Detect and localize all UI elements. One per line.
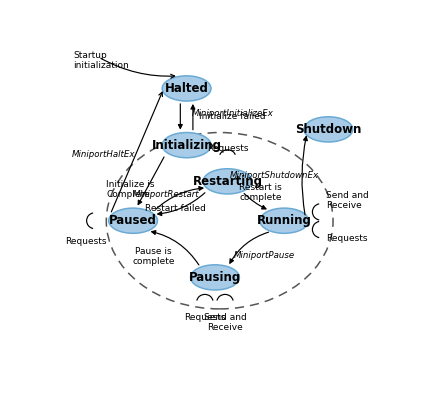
Text: Pause is
complete: Pause is complete <box>132 247 175 266</box>
Text: Paused: Paused <box>109 214 157 227</box>
Ellipse shape <box>203 169 252 194</box>
Text: MiniportInitializeEx: MiniportInitializeEx <box>191 109 273 118</box>
Text: MiniportPause: MiniportPause <box>234 251 295 260</box>
FancyArrowPatch shape <box>178 104 182 128</box>
Text: Send and
Receive: Send and Receive <box>204 313 246 333</box>
Text: Requests: Requests <box>326 234 368 243</box>
Text: Requests: Requests <box>184 313 226 322</box>
Ellipse shape <box>190 265 239 290</box>
Text: Pausing: Pausing <box>189 271 241 284</box>
Text: MiniportHaltEx: MiniportHaltEx <box>71 150 135 159</box>
Text: Running: Running <box>257 214 312 227</box>
Ellipse shape <box>162 133 211 158</box>
FancyArrowPatch shape <box>230 232 269 263</box>
Text: Requests: Requests <box>66 237 107 246</box>
Text: Send and
Receive: Send and Receive <box>326 191 369 210</box>
Text: Requests: Requests <box>207 144 248 153</box>
Text: Restart is
complete: Restart is complete <box>239 183 282 202</box>
Text: Initialize failed: Initialize failed <box>199 112 266 121</box>
FancyArrowPatch shape <box>156 187 203 209</box>
Text: Shutdown: Shutdown <box>295 123 361 136</box>
Ellipse shape <box>109 208 158 233</box>
Text: Restart failed: Restart failed <box>145 204 206 213</box>
FancyArrowPatch shape <box>244 193 266 209</box>
FancyArrowPatch shape <box>138 157 164 204</box>
FancyArrowPatch shape <box>191 105 195 130</box>
FancyArrowPatch shape <box>302 137 307 215</box>
FancyArrowPatch shape <box>152 231 199 265</box>
Ellipse shape <box>304 117 353 142</box>
Text: Startup
initialization: Startup initialization <box>73 51 129 70</box>
Text: Initialize is
Complete: Initialize is Complete <box>106 180 155 199</box>
Text: MiniportRestart: MiniportRestart <box>133 191 199 200</box>
Ellipse shape <box>260 208 309 233</box>
Text: Halted: Halted <box>165 82 209 95</box>
Text: Initializing: Initializing <box>151 139 222 152</box>
Ellipse shape <box>162 76 211 101</box>
Text: Restarting: Restarting <box>193 175 262 188</box>
FancyArrowPatch shape <box>158 193 205 216</box>
Text: MiniportShutdownEx: MiniportShutdownEx <box>230 171 319 180</box>
